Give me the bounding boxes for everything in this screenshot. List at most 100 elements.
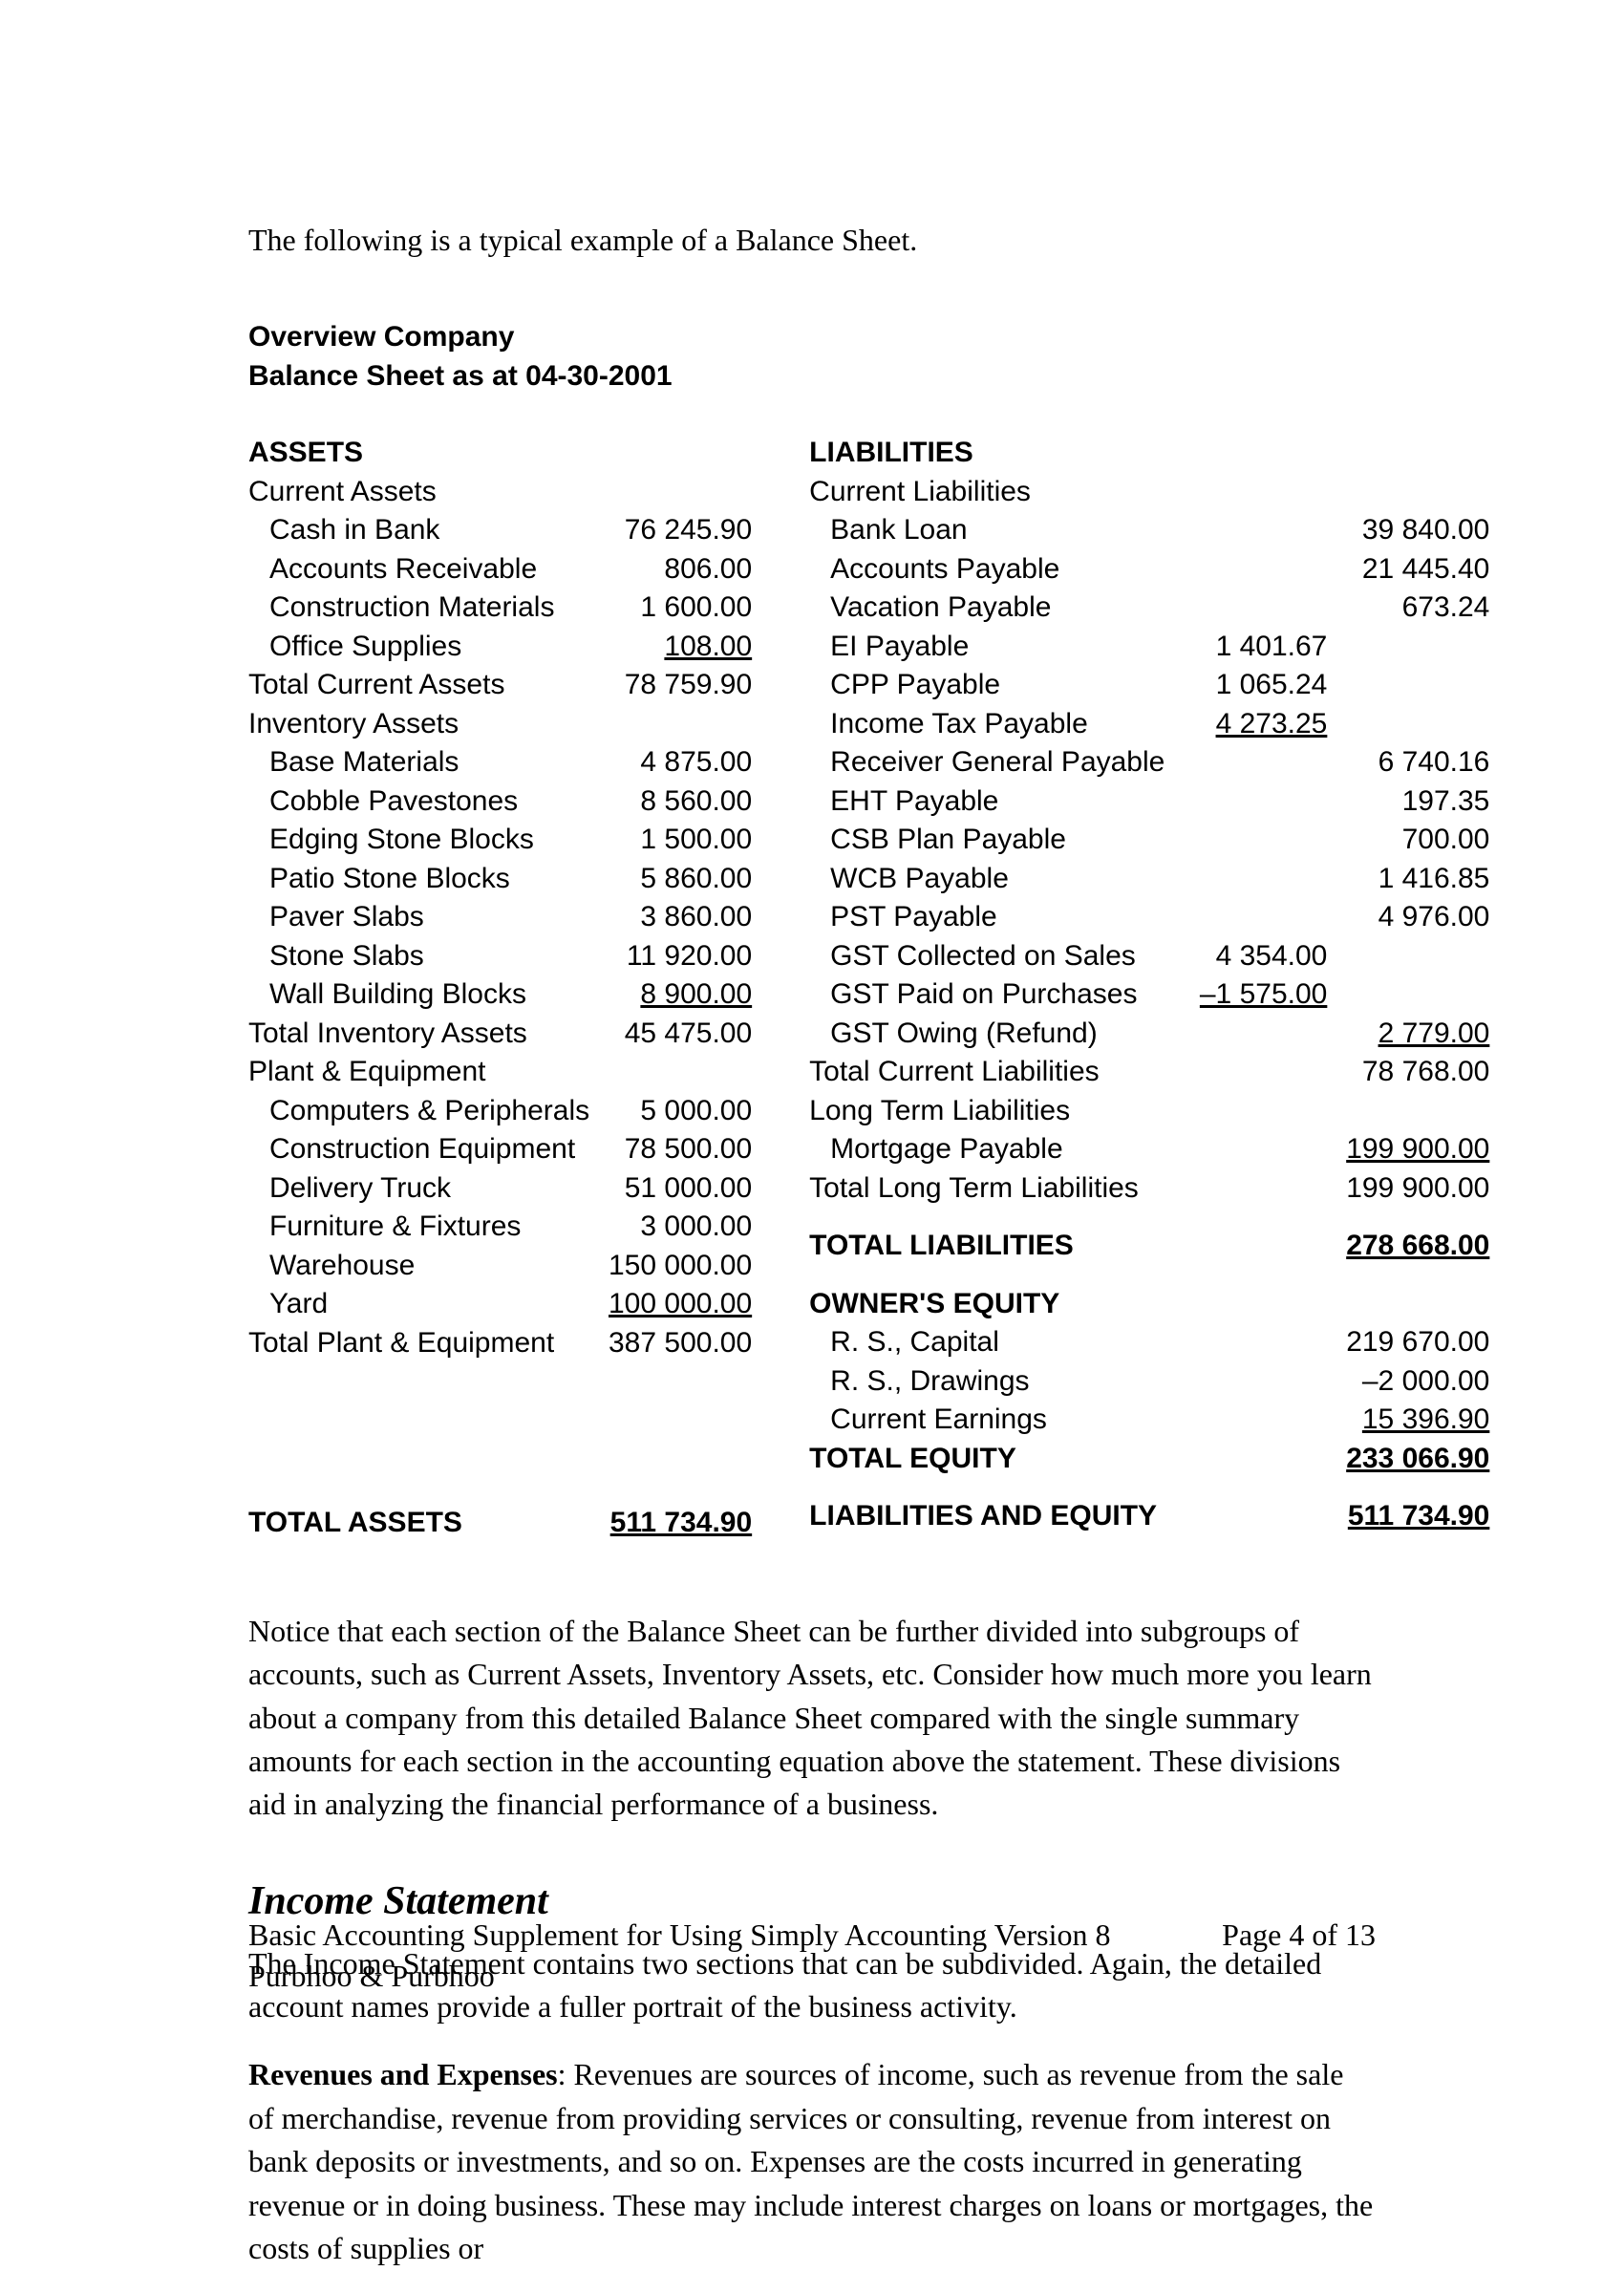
total-current-assets-label: Total Current Assets	[248, 666, 589, 705]
line-item-subvalue	[1165, 782, 1327, 822]
total-inventory-assets-label: Total Inventory Assets	[248, 1015, 589, 1054]
line-item-label: Accounts Receivable	[248, 550, 589, 589]
notice-paragraph: Notice that each section of the Balance …	[248, 1610, 1376, 1827]
total-current-liabilities-value: 78 768.00	[1327, 1053, 1489, 1092]
line-item-value	[1327, 666, 1489, 705]
line-item-value: 8 900.00	[589, 975, 752, 1015]
sheet-header: Overview Company Balance Sheet as at 04-…	[248, 318, 1376, 396]
line-item-value: 39 840.00	[1327, 511, 1489, 550]
line-item-value: 150 000.00	[589, 1247, 752, 1286]
line-item-value: 6 740.16	[1327, 743, 1489, 782]
line-item-value	[1327, 705, 1489, 744]
total-equity-label: TOTAL EQUITY	[809, 1440, 1165, 1479]
line-item-label: Accounts Payable	[809, 550, 1165, 589]
line-item-label: EHT Payable	[809, 782, 1165, 822]
line-item-label: Vacation Payable	[809, 589, 1165, 628]
line-item-value: –2 000.00	[1327, 1362, 1489, 1402]
line-item-label: Patio Stone Blocks	[248, 860, 589, 899]
plant-equipment-label: Plant & Equipment	[248, 1053, 752, 1092]
line-item-subvalue: –1 575.00	[1165, 975, 1327, 1015]
line-item-value: 108.00	[589, 628, 752, 667]
line-item-subvalue	[1165, 550, 1327, 589]
inventory-assets-label: Inventory Assets	[248, 705, 752, 744]
line-item-value: 4 976.00	[1327, 898, 1489, 937]
line-item-value: 51 000.00	[589, 1169, 752, 1209]
line-item-label: R. S., Capital	[809, 1323, 1165, 1362]
line-item-label: Edging Stone Blocks	[248, 821, 589, 860]
current-liabilities-label: Current Liabilities	[809, 473, 1489, 512]
assets-heading: ASSETS	[248, 434, 752, 473]
line-item-subvalue	[1165, 1130, 1327, 1169]
line-item-subvalue: 4 354.00	[1165, 937, 1327, 976]
line-item-label: Office Supplies	[248, 628, 589, 667]
line-item-value	[1327, 628, 1489, 667]
liabilities-heading: LIABILITIES	[809, 434, 1489, 473]
line-item-label: CSB Plan Payable	[809, 821, 1165, 860]
line-item-value: 3 860.00	[589, 898, 752, 937]
line-item-value: 673.24	[1327, 589, 1489, 628]
line-item-label: Current Earnings	[809, 1401, 1165, 1440]
line-item-label: Cash in Bank	[248, 511, 589, 550]
line-item-subvalue	[1165, 898, 1327, 937]
liabilities-and-equity-value: 511 734.90	[1327, 1497, 1489, 1536]
line-item-subvalue	[1165, 1015, 1327, 1054]
line-item-label: EI Payable	[809, 628, 1165, 667]
line-item-label: Income Tax Payable	[809, 705, 1165, 744]
line-item-subvalue	[1165, 1362, 1327, 1402]
total-plant-equipment-value: 387 500.00	[589, 1324, 752, 1363]
line-item-subvalue: 1 065.24	[1165, 666, 1327, 705]
line-item-subvalue	[1165, 511, 1327, 550]
document-page: The following is a typical example of a …	[0, 0, 1624, 2102]
line-item-subvalue	[1165, 589, 1327, 628]
company-name: Overview Company	[248, 318, 1376, 357]
balance-sheet: ASSETS Current Assets Cash in Bank76 245…	[248, 434, 1376, 1543]
line-item-value: 199 900.00	[1327, 1130, 1489, 1169]
line-item-value: 5 860.00	[589, 860, 752, 899]
line-item-label: CPP Payable	[809, 666, 1165, 705]
line-item-value: 700.00	[1327, 821, 1489, 860]
line-item-label: Receiver General Payable	[809, 743, 1165, 782]
line-item-value	[1327, 975, 1489, 1015]
line-item-value	[1327, 937, 1489, 976]
line-item-label: Cobble Pavestones	[248, 782, 589, 822]
line-item-label: Construction Equipment	[248, 1130, 589, 1169]
line-item-value: 76 245.90	[589, 511, 752, 550]
total-liabilities-label: TOTAL LIABILITIES	[809, 1227, 1165, 1266]
assets-column: ASSETS Current Assets Cash in Bank76 245…	[248, 434, 752, 1543]
line-item-value: 3 000.00	[589, 1208, 752, 1247]
line-item-value: 78 500.00	[589, 1130, 752, 1169]
total-current-liabilities-label: Total Current Liabilities	[809, 1053, 1165, 1092]
current-assets-label: Current Assets	[248, 473, 752, 512]
liabilities-and-equity-label: LIABILITIES AND EQUITY	[809, 1497, 1165, 1536]
line-item-label: Wall Building Blocks	[248, 975, 589, 1015]
line-item-label: PST Payable	[809, 898, 1165, 937]
line-item-subvalue: 4 273.25	[1165, 705, 1327, 744]
total-current-assets-value: 78 759.90	[589, 666, 752, 705]
footer-line-1: Basic Accounting Supplement for Using Si…	[248, 1915, 1110, 1956]
intro-text: The following is a typical example of a …	[248, 220, 1376, 261]
line-item-value: 4 875.00	[589, 743, 752, 782]
line-item-label: GST Owing (Refund)	[809, 1015, 1165, 1054]
total-inventory-assets-value: 45 475.00	[589, 1015, 752, 1054]
line-item-label: Paver Slabs	[248, 898, 589, 937]
line-item-subvalue	[1165, 821, 1327, 860]
sheet-title: Balance Sheet as at 04-30-2001	[248, 357, 1376, 396]
footer-left: Basic Accounting Supplement for Using Si…	[248, 1915, 1110, 1997]
line-item-label: Furniture & Fixtures	[248, 1208, 589, 1247]
line-item-value: 1 500.00	[589, 821, 752, 860]
rev-exp-lead: Revenues and Expenses	[248, 2057, 558, 2091]
total-long-term-liabilities-value: 199 900.00	[1327, 1169, 1489, 1209]
line-item-value: 21 445.40	[1327, 550, 1489, 589]
line-item-value: 100 000.00	[589, 1285, 752, 1324]
line-item-label: Stone Slabs	[248, 937, 589, 976]
liabilities-column: LIABILITIES Current Liabilities Bank Loa…	[809, 434, 1489, 1543]
total-assets-label: TOTAL ASSETS	[248, 1504, 589, 1543]
line-item-subvalue	[1165, 860, 1327, 899]
line-item-subvalue	[1165, 743, 1327, 782]
long-term-liabilities-label: Long Term Liabilities	[809, 1092, 1489, 1131]
line-item-value: 8 560.00	[589, 782, 752, 822]
income-para-2: Revenues and Expenses: Revenues are sour…	[248, 2053, 1376, 2270]
line-item-subvalue	[1165, 1401, 1327, 1440]
line-item-label: Base Materials	[248, 743, 589, 782]
line-item-label: Bank Loan	[809, 511, 1165, 550]
